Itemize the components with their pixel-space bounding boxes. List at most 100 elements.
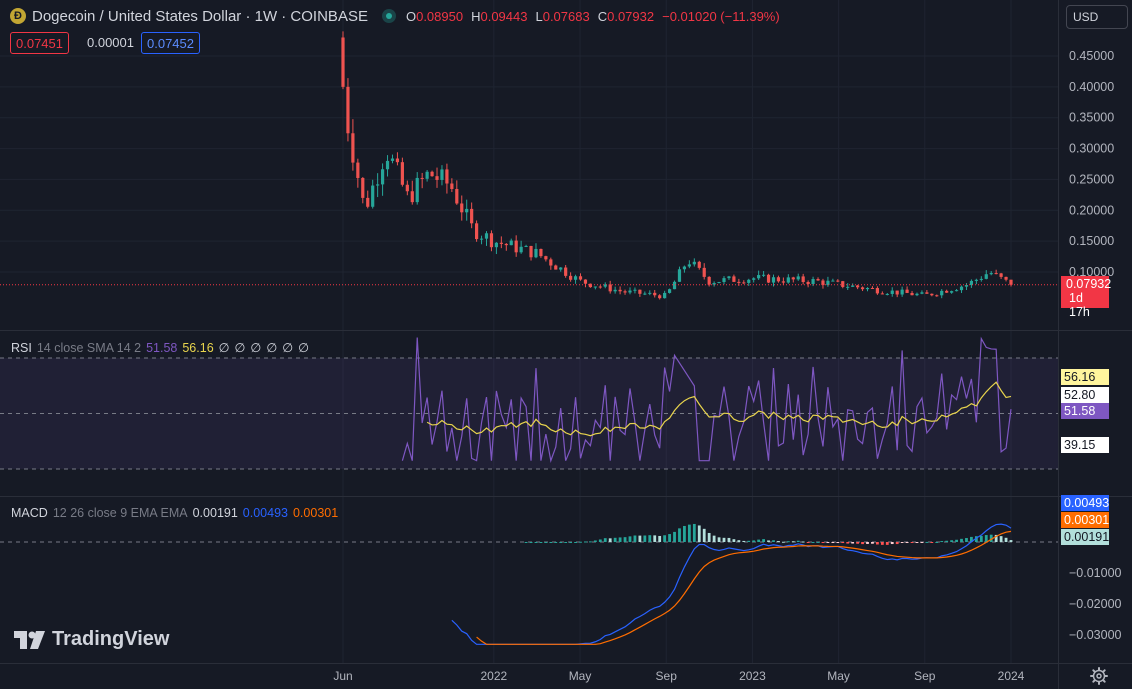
candle-body	[588, 283, 593, 288]
candle-body	[420, 177, 424, 179]
candle-body	[865, 287, 870, 290]
macd-histogram-bar	[880, 542, 884, 545]
macd-histogram-bar	[752, 540, 756, 542]
macd-histogram-bar	[534, 542, 538, 543]
macd-histogram-bar	[885, 542, 889, 545]
candle-body	[504, 243, 508, 246]
candle-body	[890, 290, 894, 294]
macd-histogram-bar	[979, 535, 983, 542]
candle-body	[628, 290, 632, 293]
macd-pane	[0, 523, 1058, 645]
candle-body	[940, 290, 944, 296]
macd-histogram-bar	[598, 539, 602, 542]
macd-histogram-bar	[974, 536, 978, 542]
grid-lines	[0, 0, 1058, 663]
macd-histogram-bar	[1009, 540, 1013, 542]
candle-body	[895, 290, 899, 295]
candle-body	[905, 289, 909, 293]
rsi-upper-badge: 52.80	[1061, 387, 1109, 403]
rsi-sma-badge: 56.16	[1061, 369, 1109, 385]
candle-body	[935, 295, 939, 297]
candle-body	[1009, 279, 1013, 285]
price-tick-label: 0.40000	[1069, 80, 1114, 94]
chart-header: Ð Dogecoin / United States Dollar · 1W ·…	[10, 5, 780, 27]
candle-body	[514, 240, 518, 253]
macd-histogram-bar	[663, 535, 667, 542]
macd-histogram-bar	[717, 537, 721, 542]
settings-gear-icon[interactable]	[1090, 667, 1108, 685]
candle-body	[366, 197, 370, 207]
macd-histogram-bar	[1004, 537, 1008, 542]
macd-histogram-bar	[920, 542, 924, 543]
candle-body	[390, 158, 395, 161]
sell-price-box[interactable]: 0.07451	[10, 32, 69, 54]
macd-legend[interactable]: MACD 12 26 close 9 EMA EMA 0.00191 0.004…	[11, 506, 338, 520]
macd-histogram-bar	[895, 542, 899, 545]
candle-body	[410, 191, 414, 203]
candle-body	[925, 292, 929, 294]
macd-histogram-bar	[935, 541, 939, 543]
currency-select[interactable]: USD	[1066, 5, 1128, 29]
macd-histogram-bar	[613, 537, 617, 542]
candle-body	[479, 238, 484, 240]
spread-value: 0.00001	[87, 35, 134, 50]
candles	[0, 31, 1058, 300]
candle-body	[761, 274, 766, 276]
macd-histogram-bar	[529, 542, 533, 543]
last-price-badge: 0.07932 1d 17h	[1061, 276, 1111, 319]
candle-body	[687, 264, 691, 267]
candle-body	[633, 289, 637, 291]
candle-body	[851, 285, 855, 287]
candle-body	[648, 292, 652, 294]
rsi-value-badge: 51.58	[1061, 403, 1109, 419]
candle-body	[499, 242, 503, 244]
symbol-title[interactable]: Dogecoin / United States Dollar · 1W · C…	[32, 7, 368, 25]
macd-histogram-bar	[549, 542, 553, 543]
signal-line	[476, 530, 1012, 645]
macd-histogram-bar	[970, 536, 973, 542]
macd-histogram-bar	[767, 540, 770, 542]
market-status-icon[interactable]	[381, 9, 396, 23]
macd-histogram-bar	[687, 524, 691, 542]
candle-body	[954, 290, 959, 292]
candle-body	[341, 37, 345, 87]
buy-price-box[interactable]: 0.07452	[141, 32, 200, 54]
tradingview-watermark[interactable]: TradingView	[14, 628, 169, 651]
price-change: −0.01020 (−11.39%)	[662, 8, 780, 24]
candle-body	[920, 292, 924, 294]
price-tick-label: 0.45000	[1069, 49, 1114, 63]
macd-histogram-bar	[910, 542, 914, 543]
candle-body	[475, 223, 479, 240]
macd-histogram-bar	[876, 542, 879, 545]
time-tick-label: 2022	[480, 669, 507, 683]
candle-body	[747, 279, 751, 283]
spread-box: 0.00001	[83, 32, 138, 54]
macd-histogram-bar	[762, 539, 765, 542]
candle-body	[846, 286, 850, 288]
macd-histogram-bar	[623, 537, 627, 542]
candle-body	[405, 184, 409, 192]
macd-histogram-bar	[643, 535, 647, 542]
macd-tick-label: −0.03000	[1069, 628, 1122, 642]
candle-body	[573, 276, 578, 280]
candle-body	[583, 279, 588, 284]
macd-histogram-bar	[900, 542, 904, 543]
candle-body	[826, 280, 830, 286]
macd-value-badge: 0.00493	[1061, 495, 1109, 511]
rsi-legend[interactable]: RSI 14 close SMA 14 2 51.58 56.16 ∅ ∅ ∅ …	[11, 340, 309, 356]
rsi-legend-name: RSI	[11, 340, 32, 355]
candle-body	[682, 266, 687, 270]
candle-body	[707, 276, 711, 285]
macd-histogram-bar	[638, 535, 642, 542]
candle-body	[752, 278, 756, 280]
candle-body	[489, 233, 494, 248]
macd-histogram-bar	[683, 525, 686, 542]
macd-histogram-bar	[757, 539, 761, 542]
candle-body	[979, 278, 983, 280]
macd-histogram-bar	[989, 534, 993, 542]
macd-histogram-bar	[678, 528, 681, 542]
time-tick-label: May	[569, 669, 592, 683]
candle-body	[989, 273, 993, 275]
